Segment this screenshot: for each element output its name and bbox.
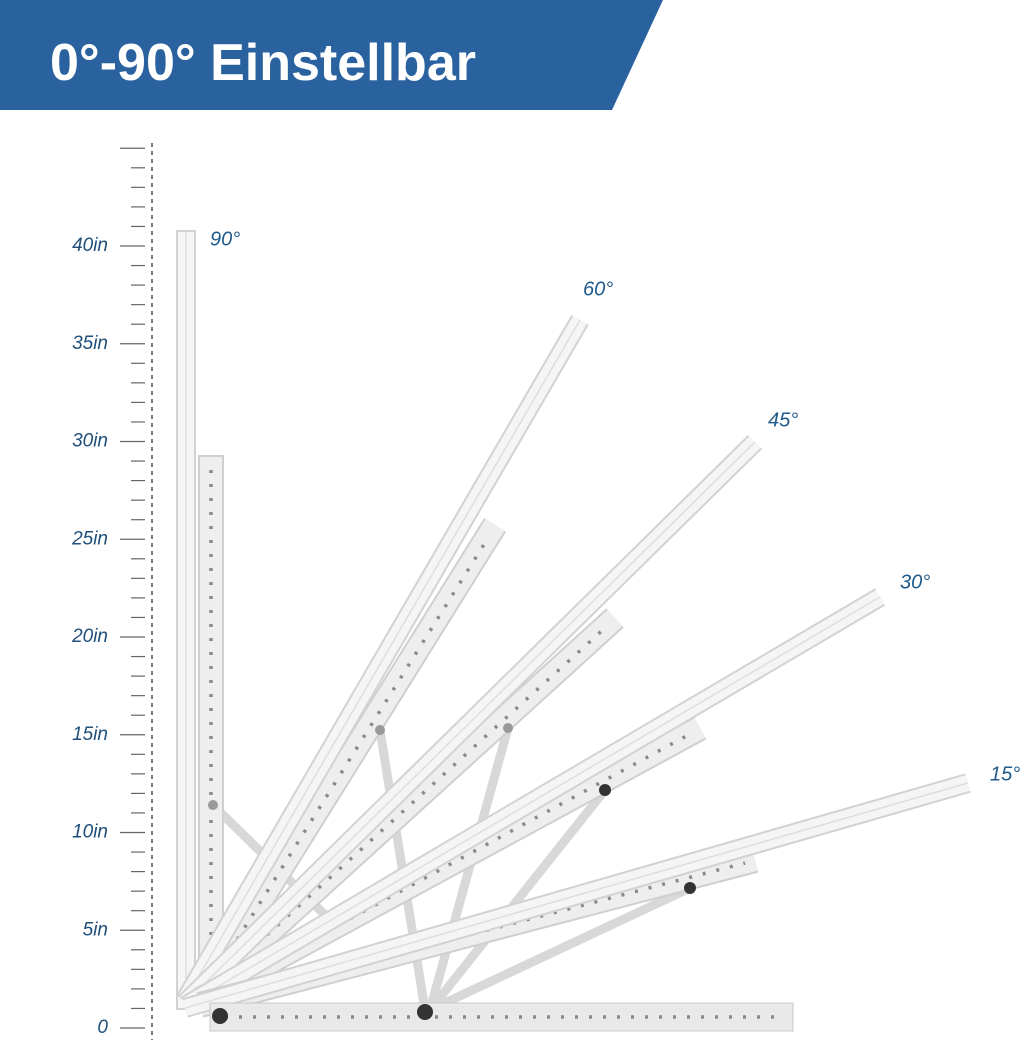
ruler-label: 5in — [83, 919, 108, 940]
angle-label: 45° — [768, 409, 798, 431]
ruler-label: 10in — [72, 822, 108, 843]
banner — [0, 0, 663, 110]
angle-label: 90° — [210, 228, 240, 250]
ruler-ticks — [120, 147, 145, 1029]
brackets — [176, 230, 971, 1032]
ruler-label: 35in — [72, 333, 108, 354]
title: 0°-90° Einstellbar — [50, 34, 476, 92]
ruler-label: 15in — [72, 724, 108, 745]
ruler-label: 40in — [72, 235, 108, 256]
base-rail — [209, 1002, 794, 1032]
knobs — [208, 723, 696, 1024]
angle-label: 30° — [900, 571, 930, 593]
angle-label: 60° — [583, 278, 613, 300]
ruler-label: 0 — [97, 1017, 108, 1038]
angle-label: 15° — [990, 763, 1020, 785]
ruler-label: 30in — [72, 431, 108, 452]
ruler-label: 20in — [71, 626, 108, 647]
ruler-label: 25in — [71, 528, 108, 549]
